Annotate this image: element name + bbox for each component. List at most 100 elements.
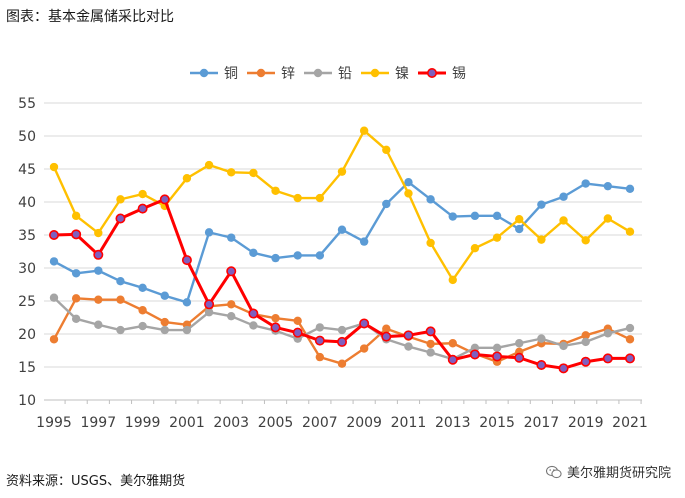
legend-item: 镍 <box>361 66 409 82</box>
data-point <box>337 167 347 176</box>
data-point <box>249 321 258 330</box>
legend-item: 铜 <box>190 66 238 82</box>
data-point <box>603 181 613 191</box>
y-tick-label: 55 <box>18 96 36 112</box>
data-point <box>270 322 281 333</box>
legend-item: 锡 <box>418 66 466 82</box>
data-point <box>537 334 546 343</box>
data-point <box>336 336 347 347</box>
data-point <box>271 186 280 195</box>
data-point <box>315 251 325 260</box>
legend-label: 锌 <box>281 66 295 82</box>
x-axis: 1995 1997 1999 2001 2003 2005 2007 2009 2011 2013… <box>36 399 648 431</box>
watermark-text: 美尔雅期货研究院 <box>566 466 671 481</box>
data-point <box>116 195 125 204</box>
data-point <box>159 194 170 205</box>
x-tick-label: 1995 <box>36 415 72 431</box>
data-point <box>49 162 59 172</box>
data-point <box>603 329 613 338</box>
x-tick-label: 2015 <box>479 415 515 431</box>
data-point <box>94 320 103 329</box>
y-axis: 10 15 20 25 30 35 40 45 50 55 <box>18 96 36 409</box>
series-锡 <box>48 194 635 374</box>
y-tick-label: 20 <box>18 327 36 343</box>
y-tick-label: 40 <box>18 195 36 211</box>
data-point <box>448 339 457 348</box>
data-point <box>160 325 169 335</box>
data-point <box>492 343 502 353</box>
x-tick-label: 2003 <box>213 415 249 431</box>
data-point <box>602 353 613 364</box>
data-point <box>271 253 280 263</box>
data-point <box>581 337 590 347</box>
data-point <box>94 266 103 275</box>
data-point <box>625 323 635 333</box>
data-point <box>116 295 125 304</box>
legend-swatch-marker <box>256 68 266 78</box>
y-tick-label: 30 <box>18 261 36 277</box>
data-point <box>426 348 435 357</box>
data-point <box>138 189 147 199</box>
data-point <box>404 189 413 198</box>
y-tick-label: 35 <box>18 228 36 244</box>
legend-label: 铅 <box>338 66 352 82</box>
legend-swatch-marker <box>313 68 323 78</box>
data-point <box>292 327 303 338</box>
data-point <box>448 212 457 221</box>
data-point <box>559 341 568 351</box>
data-point <box>315 323 325 332</box>
data-point <box>314 335 325 346</box>
legend-item: 铅 <box>304 66 352 82</box>
data-point <box>227 233 236 242</box>
data-point <box>337 359 347 368</box>
data-point <box>182 174 192 183</box>
data-point <box>624 353 635 364</box>
data-point <box>204 228 214 237</box>
data-point <box>403 330 414 341</box>
data-point <box>426 195 435 204</box>
series-镍 <box>49 126 635 285</box>
data-point <box>447 354 458 365</box>
data-point <box>359 344 369 353</box>
legend: 铜 锌 铅镍锡 <box>190 66 466 82</box>
data-point <box>271 313 280 323</box>
data-point <box>160 317 169 327</box>
source-note: 资料来源：USGS、美尔雅期货 <box>6 474 186 489</box>
data-point <box>49 293 59 302</box>
data-point <box>138 283 147 292</box>
legend-item: 锌 <box>247 66 295 82</box>
data-point <box>559 216 568 225</box>
data-point <box>425 326 436 337</box>
data-point <box>94 228 103 238</box>
data-point <box>359 237 369 246</box>
legend-label: 铜 <box>224 66 238 82</box>
x-tick-label: 2001 <box>169 415 205 431</box>
y-tick-label: 45 <box>18 162 36 178</box>
data-point <box>248 308 259 319</box>
data-point <box>93 249 104 260</box>
series-group <box>48 126 635 374</box>
data-point <box>603 214 613 223</box>
data-point <box>160 291 169 300</box>
data-point <box>581 236 590 245</box>
y-tick-label: 10 <box>18 393 36 409</box>
data-point <box>315 352 325 362</box>
data-point <box>382 324 391 333</box>
data-point <box>204 160 214 170</box>
y-tick-label: 50 <box>18 129 36 145</box>
data-point <box>382 199 391 209</box>
data-point <box>293 251 302 260</box>
wechat-icon <box>545 465 562 478</box>
x-tick-label: 2013 <box>435 415 471 431</box>
data-point <box>49 335 59 344</box>
data-point <box>48 230 59 241</box>
data-point <box>359 126 369 135</box>
data-point <box>227 300 236 309</box>
data-point <box>470 244 480 253</box>
data-point <box>515 224 524 234</box>
data-point <box>492 351 503 362</box>
data-point <box>625 227 635 236</box>
data-point <box>182 298 192 307</box>
data-point <box>426 238 435 248</box>
legend-swatch-marker <box>426 68 437 79</box>
